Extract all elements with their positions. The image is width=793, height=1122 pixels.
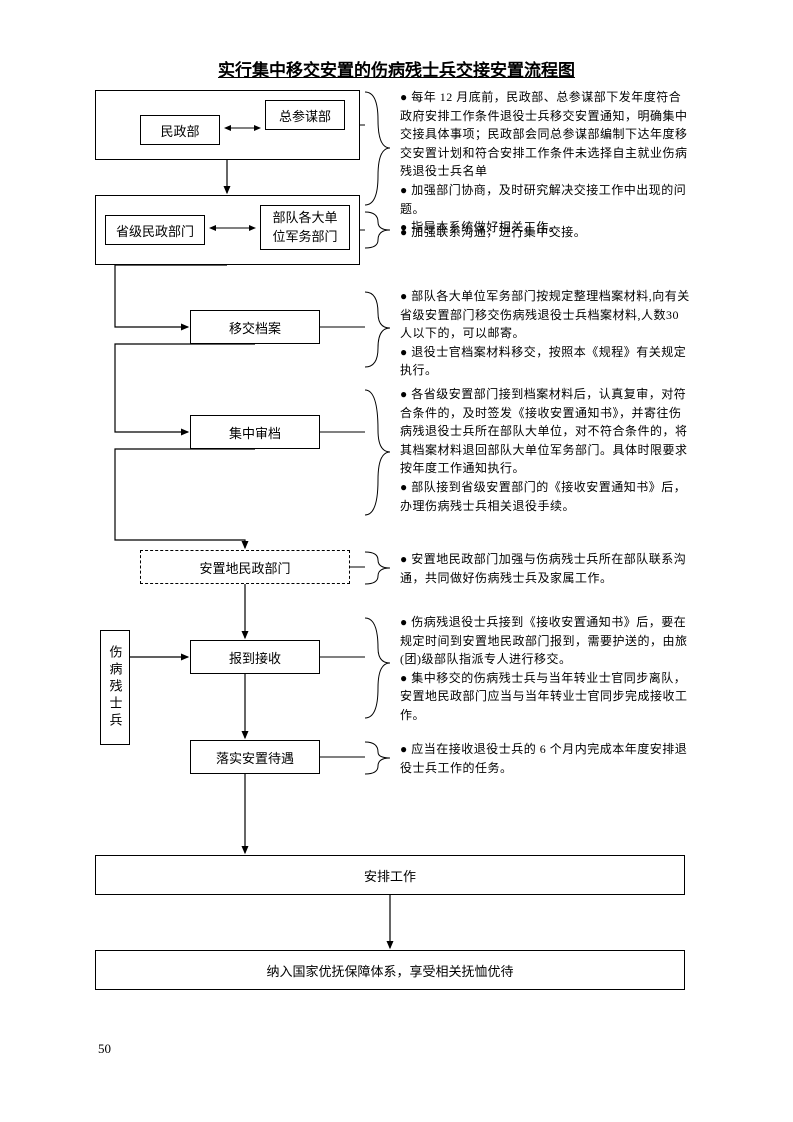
box-baodao-jieshou: 报到接收: [190, 640, 320, 674]
box-anpai-gongzuo: 安排工作: [95, 855, 685, 895]
annotation-item: 安置地民政部门加强与伤病残士兵所在部队联系沟通，共同做好伤病残士兵及家属工作。: [400, 550, 690, 587]
box-yijiao-dangan: 移交档案: [190, 310, 320, 344]
annot-2: 加强联系沟通，进行集中交接。: [400, 223, 690, 242]
annot-1: 每年 12 月底前，民政部、总参谋部下发年度符合政府安排工作条件退役士兵移交安置…: [400, 88, 690, 237]
page-number: 50: [98, 1041, 111, 1057]
box-zongcan: 总参谋部: [265, 100, 345, 130]
box-shangbing: 伤病残士兵: [100, 630, 130, 745]
box-anzhidi-minzheng: 安置地民政部门: [140, 550, 350, 584]
box-minzheng: 民政部: [140, 115, 220, 145]
box-luoshi-anzhi: 落实安置待遇: [190, 740, 320, 774]
annot-3: 部队各大单位军务部门按规定整理档案材料,向有关省级安置部门移交伤病残退役士兵档案…: [400, 287, 690, 380]
annotation-item: 应当在接收退役士兵的 6 个月内完成本年度安排退役士兵工作的任务。: [400, 740, 690, 777]
annotation-item: 每年 12 月底前，民政部、总参谋部下发年度符合政府安排工作条件退役士兵移交安置…: [400, 88, 690, 181]
box-naru-youfu: 纳入国家优抚保障体系，享受相关抚恤优待: [95, 950, 685, 990]
annotation-item: 加强联系沟通，进行集中交接。: [400, 223, 690, 242]
annot-4: 各省级安置部门接到档案材料后，认真复审，对符合条件的，及时签发《接收安置通知书》…: [400, 385, 690, 515]
annotation-item: 各省级安置部门接到档案材料后，认真复审，对符合条件的，及时签发《接收安置通知书》…: [400, 385, 690, 478]
box-budui-junwu: 部队各大单 位军务部门: [260, 205, 350, 250]
annot-5: 安置地民政部门加强与伤病残士兵所在部队联系沟通，共同做好伤病残士兵及家属工作。: [400, 550, 690, 587]
annot-7: 应当在接收退役士兵的 6 个月内完成本年度安排退役士兵工作的任务。: [400, 740, 690, 777]
annotation-item: 部队各大单位军务部门按规定整理档案材料,向有关省级安置部门移交伤病残退役士兵档案…: [400, 287, 690, 343]
box-jizhong-shendang: 集中审档: [190, 415, 320, 449]
annotation-item: 伤病残退役士兵接到《接收安置通知书》后，要在规定时间到安置地民政部门报到，需要护…: [400, 613, 690, 669]
annotation-item: 集中移交的伤病残士兵与当年转业士官同步离队，安置地民政部门应当与当年转业士官同步…: [400, 669, 690, 725]
page-title: 实行集中移交安置的伤病残士兵交接安置流程图: [0, 56, 793, 81]
annotation-item: 退役士官档案材料移交，按照本《规程》有关规定执行。: [400, 343, 690, 380]
box-sheng-minzheng: 省级民政部门: [105, 215, 205, 245]
annotation-item: 部队接到省级安置部门的《接收安置通知书》后，办理伤病残士兵相关退役手续。: [400, 478, 690, 515]
annot-6: 伤病残退役士兵接到《接收安置通知书》后，要在规定时间到安置地民政部门报到，需要护…: [400, 613, 690, 725]
annotation-item: 加强部门协商，及时研究解决交接工作中出现的问题。: [400, 181, 690, 218]
